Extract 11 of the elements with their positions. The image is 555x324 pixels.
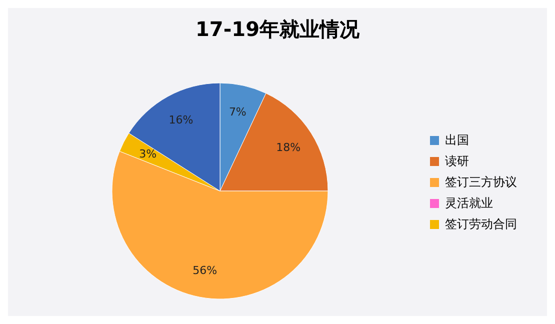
legend-label: 灵活就业 xyxy=(445,195,493,212)
legend-label: 出国 xyxy=(445,132,469,149)
chart-title: 17-19年就业情况 xyxy=(194,16,360,43)
data-label: 3% xyxy=(139,148,157,161)
data-label: 16% xyxy=(168,114,194,127)
legend-label: 签订劳动合同 xyxy=(445,216,517,233)
data-label: 7% xyxy=(228,105,246,118)
legend-label: 签订三方协议 xyxy=(445,174,517,191)
legend-label: 读研 xyxy=(445,153,469,170)
data-label: 56% xyxy=(192,264,218,278)
data-label: 18% xyxy=(276,141,301,154)
